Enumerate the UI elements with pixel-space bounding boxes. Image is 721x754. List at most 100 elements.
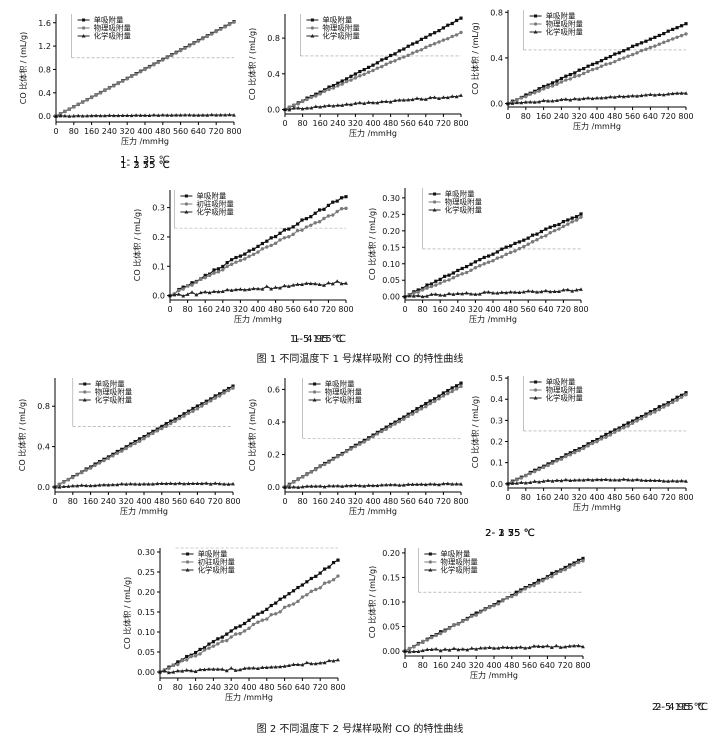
data-point [532, 479, 537, 483]
data-point [331, 213, 335, 217]
data-point [238, 624, 242, 628]
data-point [522, 244, 526, 249]
data-point [344, 195, 348, 199]
data-point [515, 100, 519, 105]
data-point [530, 240, 535, 244]
data-point [442, 293, 447, 297]
data-point [429, 647, 434, 652]
data-point [546, 85, 550, 89]
data-point [639, 478, 644, 482]
x-tick-label: 560 [277, 683, 292, 692]
data-point [454, 94, 459, 99]
legend-marker [83, 390, 87, 394]
data-point [586, 444, 590, 448]
x-tick-label: 0 [157, 683, 162, 692]
x-tick-label: 240 [554, 493, 569, 502]
data-point [181, 287, 185, 291]
data-point [541, 98, 546, 103]
y-tick-label: 0.30 [137, 548, 155, 557]
data-point [684, 479, 688, 483]
data-point [684, 32, 688, 36]
data-point [85, 98, 89, 102]
data-point [425, 647, 430, 651]
data-point [174, 113, 179, 117]
data-point [164, 424, 168, 428]
data-point [630, 478, 635, 482]
data-point [335, 199, 339, 203]
data-point [617, 57, 621, 62]
legend-marker [533, 30, 538, 34]
data-point [423, 97, 428, 101]
data-point [274, 601, 278, 605]
x-tick-label: 640 [643, 493, 658, 502]
data-point [256, 666, 260, 670]
data-point [156, 113, 161, 117]
x-tick-label: 800 [678, 493, 693, 502]
x-tick-label: 400 [250, 305, 265, 314]
data-point [300, 484, 305, 489]
data-point [173, 481, 178, 486]
data-point [581, 71, 586, 76]
data-point [371, 483, 375, 488]
data-point [340, 452, 344, 457]
data-point [182, 481, 186, 486]
data-point [375, 66, 380, 70]
x-tick-label: 560 [625, 112, 640, 121]
legend-marker [186, 552, 190, 556]
data-point [344, 449, 349, 454]
x-tick-label: 320 [119, 497, 134, 506]
data-point [190, 290, 194, 294]
data-point [160, 424, 164, 429]
x-tick-label: 400 [365, 119, 380, 128]
series-2 [168, 206, 348, 298]
data-point [555, 478, 559, 482]
data-point [353, 76, 358, 80]
data-point [125, 113, 130, 118]
data-point [169, 421, 173, 426]
data-point [666, 29, 670, 33]
data-point [336, 558, 340, 562]
series-2 [53, 386, 235, 489]
x-tick-label: 400 [486, 661, 501, 670]
data-point [582, 444, 586, 449]
legend-marker [428, 560, 432, 564]
data-point [456, 622, 461, 626]
x-tick-label: 720 [436, 497, 451, 506]
data-point [314, 587, 318, 592]
data-point [657, 33, 661, 38]
data-point [535, 238, 539, 242]
data-point [238, 667, 242, 672]
data-point [446, 388, 450, 393]
data-point [452, 646, 456, 650]
x-axis-title: 压力 /mmHg [225, 692, 273, 702]
data-point [375, 432, 380, 436]
data-point [573, 71, 577, 75]
legend-label: 单吸附量 [440, 549, 470, 559]
data-point [406, 53, 410, 58]
data-point [133, 439, 137, 444]
data-point [532, 100, 537, 104]
data-point [684, 22, 688, 26]
data-point [176, 662, 180, 667]
data-point [544, 227, 548, 231]
data-point [300, 583, 304, 587]
data-point [454, 33, 459, 37]
y-tick-label: 0.0 [267, 106, 280, 115]
data-point [519, 96, 524, 100]
x-tick-label: 320 [572, 112, 587, 121]
data-point [353, 483, 358, 487]
data-point [425, 638, 429, 642]
data-point [496, 602, 501, 606]
x-tick-label: 240 [450, 305, 465, 314]
x-tick-label: 240 [101, 497, 116, 506]
data-point [429, 292, 434, 296]
data-point [443, 274, 447, 278]
data-point [415, 96, 419, 100]
data-point [437, 482, 441, 487]
data-point [397, 417, 401, 422]
data-point [573, 74, 577, 79]
data-point [309, 223, 313, 228]
data-point [380, 58, 384, 62]
data-point [58, 113, 63, 118]
data-point [335, 209, 339, 214]
